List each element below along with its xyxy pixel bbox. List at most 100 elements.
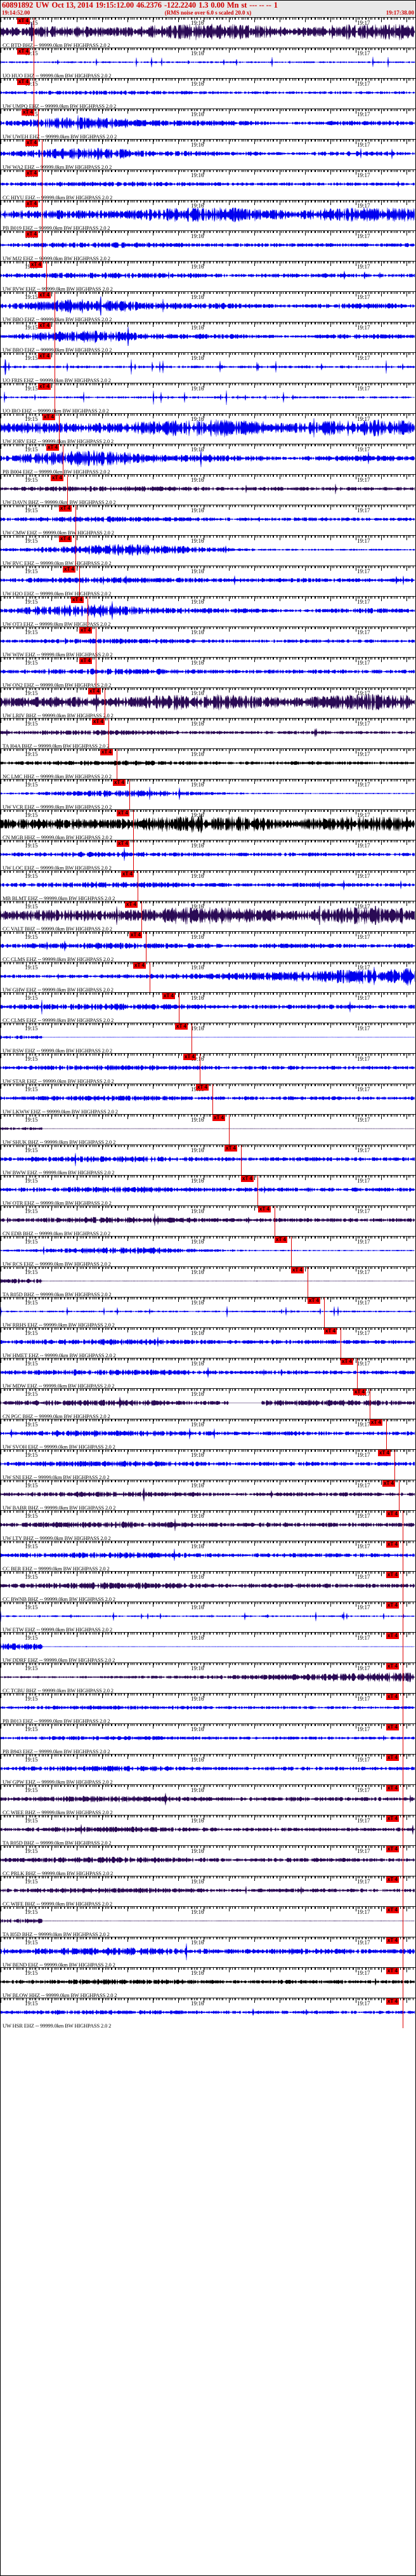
pick-marker-tag[interactable]: xT 4 [386, 1663, 400, 1670]
trace-row[interactable]: 19:15 19:16 19:17 xT 4 UW BEND EHZ -- 99999.… [1, 1937, 415, 1967]
pick-marker-tag[interactable]: xT 4 [224, 1145, 238, 1152]
pick-marker-tag[interactable]: xT 4 [241, 1176, 254, 1182]
pick-marker-tag[interactable]: xT 4 [378, 1450, 391, 1456]
waveform-trace[interactable] [1, 1058, 415, 1077]
trace-row[interactable]: 19:15 19:16 19:17 xT 4 UW OT3 EHZ -- 99999.0… [1, 596, 415, 627]
pick-marker-tag[interactable]: xT 4 [196, 1084, 209, 1091]
trace-row[interactable]: 19:15 19:16 19:17 xT 4 TA R05D BHZ -- 99999.… [1, 1815, 415, 1845]
trace-row[interactable]: 19:15 19:16 19:17 xT 4 UW DAVN BHZ -- 99999.… [1, 474, 415, 505]
waveform-trace[interactable] [1, 1850, 415, 1869]
waveform-trace[interactable] [1, 144, 415, 163]
pick-marker-tag[interactable]: xT 4 [38, 322, 51, 329]
trace-row[interactable]: 19:15 19:16 19:17 xT 4 UW VCR EHZ -- 99999.0… [1, 779, 415, 809]
waveform-trace[interactable] [1, 814, 415, 833]
waveform-trace[interactable] [1, 1485, 415, 1504]
waveform-trace[interactable] [1, 662, 415, 681]
trace-row[interactable]: 19:15 19:16 19:17 xT 4 UW HSR EHZ -- 99999.0… [1, 1998, 415, 2028]
trace-row[interactable]: 19:15 19:16 19:17 xT 4 PB B013 EHZ -- 99999.… [1, 1693, 415, 1723]
waveform-trace[interactable] [1, 1881, 415, 1900]
trace-row[interactable]: 19:15 19:16 19:17 xT 4 CC BWNB BHZ -- 99999.… [1, 1571, 415, 1602]
pick-marker-line[interactable] [229, 1115, 230, 1145]
trace-row[interactable]: 19:15 19:16 19:17 xT 4 CN EDB BHZ -- 99999.0… [1, 1205, 415, 1236]
pick-marker-line[interactable] [141, 901, 142, 931]
pick-marker-tag[interactable]: xT 4 [22, 109, 35, 116]
trace-row[interactable]: 19:15 19:16 19:17 xT 4 UO FRIS EHZ -- 99999.… [1, 352, 415, 383]
pick-marker-tag[interactable]: xT 4 [324, 1328, 337, 1334]
pick-marker-tag[interactable]: xT 4 [17, 79, 30, 85]
pick-marker-tag[interactable]: xT 4 [63, 566, 76, 573]
pick-marker-line[interactable] [129, 780, 130, 809]
pick-marker-tag[interactable]: xT 4 [308, 1298, 321, 1304]
waveform-trace[interactable] [1, 693, 415, 712]
pick-marker-tag[interactable]: xT 4 [129, 932, 143, 938]
pick-marker-line[interactable] [46, 262, 47, 291]
pick-marker-tag[interactable]: xT 4 [386, 1785, 400, 1791]
pick-marker-tag[interactable]: xT 4 [386, 1998, 400, 2005]
waveform-trace[interactable] [1, 418, 415, 437]
trace-row[interactable]: 19:15 19:16 19:17 xT 4 UW JORV EHZ -- 99999.… [1, 413, 415, 444]
trace-row[interactable]: 19:15 19:16 19:17 xT 4 UW BRO EHZ -- 99999.0… [1, 322, 415, 352]
pick-marker-tag[interactable]: xT 4 [71, 597, 84, 603]
waveform-trace[interactable] [1, 479, 415, 498]
trace-row[interactable]: 19:15 19:16 19:17 xT 4 UW SHUK BHZ -- 99999.… [1, 1114, 415, 1145]
waveform-trace[interactable] [1, 540, 415, 559]
trace-row[interactable]: 19:15 19:16 19:17 xT 4 UW SNI EHZ -- 99999.0… [1, 1449, 415, 1480]
pick-marker-tag[interactable]: xT 4 [117, 810, 130, 816]
pick-marker-tag[interactable]: xT 4 [386, 1937, 400, 1944]
pick-marker-tag[interactable]: xT 4 [133, 962, 146, 969]
waveform-trace[interactable] [1, 22, 415, 41]
waveform-trace[interactable] [1, 1241, 415, 1260]
pick-marker-tag[interactable]: xT 4 [100, 749, 114, 755]
trace-row[interactable]: 19:15 19:16 19:17 xT 4 PB B004 EHZ -- 99999.… [1, 444, 415, 474]
pick-marker-tag[interactable]: xT 4 [59, 536, 72, 542]
waveform-trace[interactable] [1, 205, 415, 224]
trace-row[interactable]: 19:15 19:16 19:17 xT 4 UW HMET EHZ -- 99999.… [1, 1327, 415, 1358]
pick-marker-tag[interactable]: xT 4 [386, 1846, 400, 1852]
waveform-trace[interactable] [1, 1972, 415, 1991]
pick-marker-line[interactable] [79, 566, 80, 596]
pick-marker-tag[interactable]: xT 4 [125, 901, 138, 908]
pick-marker-tag[interactable]: xT 4 [88, 688, 101, 694]
waveform-trace[interactable] [1, 1150, 415, 1169]
trace-row[interactable]: 19:15 19:16 19:17 xT 4 UW RVC EHZ -- 99999.0… [1, 535, 415, 566]
trace-row[interactable]: 19:15 19:16 19:17 xT 4 UW RCS EHZ -- 99999.0… [1, 1236, 415, 1266]
trace-row[interactable]: 19:15 19:16 19:17 xT 4 TA I05D BHZ -- 99999.… [1, 1906, 415, 1937]
pick-marker-tag[interactable]: xT 4 [386, 1633, 400, 1639]
waveform-trace[interactable] [1, 967, 415, 986]
pick-marker-tag[interactable]: xT 4 [113, 780, 126, 786]
pick-marker-tag[interactable]: xT 4 [17, 48, 30, 55]
waveform-trace[interactable] [1, 997, 415, 1016]
trace-row[interactable]: 19:15 19:16 19:17 xT 4 CC PRLK BHZ -- 99999.… [1, 1845, 415, 1876]
pick-marker-line[interactable] [357, 1358, 358, 1388]
waveform-trace[interactable] [1, 1119, 415, 1138]
waveform-trace[interactable] [1, 723, 415, 742]
pick-marker-tag[interactable]: xT 4 [275, 1237, 288, 1243]
waveform-trace[interactable] [1, 571, 415, 590]
pick-marker-tag[interactable]: xT 4 [25, 231, 39, 237]
pick-marker-tag[interactable]: xT 4 [25, 140, 39, 146]
waveform-trace[interactable] [1, 114, 415, 133]
pick-marker-line[interactable] [38, 109, 39, 139]
pick-marker-tag[interactable]: xT 4 [386, 1572, 400, 1578]
waveform-trace[interactable] [1, 601, 415, 620]
trace-row[interactable]: 19:15 19:16 19:17 xT 4 UW H2O EHZ -- 99999.0… [1, 566, 415, 596]
pick-marker-tag[interactable]: xT 4 [117, 840, 130, 847]
pick-marker-tag[interactable]: xT 4 [46, 444, 60, 451]
waveform-trace[interactable] [1, 1637, 415, 1656]
pick-marker-tag[interactable]: xT 4 [183, 1054, 197, 1060]
pick-marker-tag[interactable]: xT 4 [386, 1541, 400, 1548]
pick-marker-tag[interactable]: xT 4 [386, 1694, 400, 1700]
pick-marker-tag[interactable]: xT 4 [38, 353, 51, 359]
pick-marker-line[interactable] [133, 840, 134, 870]
trace-row[interactable]: 19:15 19:16 19:17 xT 4 UW RRHS EHZ -- 99999.… [1, 1297, 415, 1327]
pick-marker-tag[interactable]: xT 4 [30, 262, 43, 268]
trace-row[interactable]: 19:15 19:16 19:17 xT 4 UW MDW EHZ -- 99999.0… [1, 1358, 415, 1388]
trace-row[interactable]: 19:15 19:16 19:17 xT 4 CC WIFE BHZ -- 99999.… [1, 1876, 415, 1906]
waveform-trace[interactable] [1, 1759, 415, 1778]
pick-marker-tag[interactable]: xT 4 [51, 475, 64, 481]
waveform-trace[interactable] [1, 1789, 415, 1809]
trace-row[interactable]: 19:15 19:16 19:17 xT 4 UW STAR EHZ -- 99999.… [1, 1053, 415, 1084]
pick-marker-tag[interactable]: xT 4 [258, 1206, 271, 1212]
